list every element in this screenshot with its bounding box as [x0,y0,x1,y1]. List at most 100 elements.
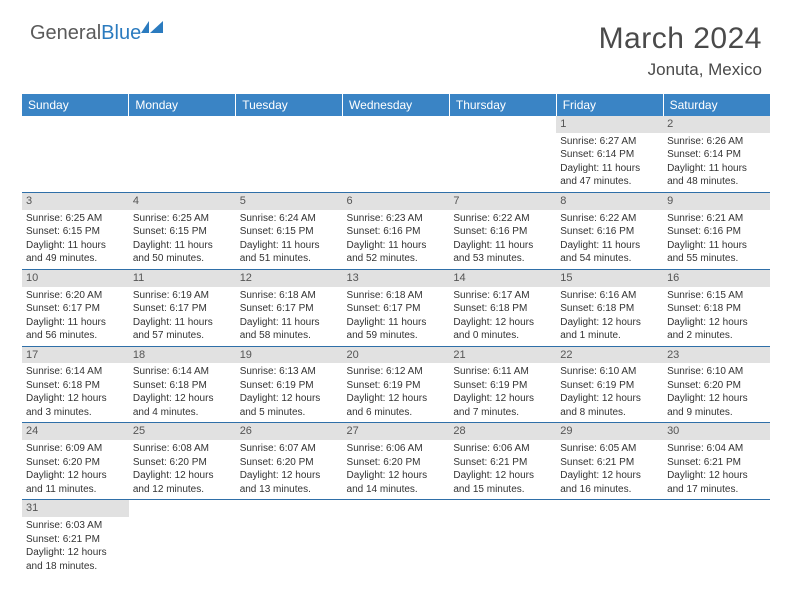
calendar-day-cell: 6Sunrise: 6:23 AMSunset: 6:16 PMDaylight… [343,192,450,269]
daylight-text: and 14 minutes. [347,483,446,497]
day-number: 21 [449,347,556,364]
day-number: 15 [556,270,663,287]
daylight-text: Daylight: 12 hours [560,392,659,406]
logo-text: GeneralBlue [30,22,141,45]
sunset-text: Sunset: 6:20 PM [347,456,446,470]
weekday-header-row: Sunday Monday Tuesday Wednesday Thursday… [22,94,770,116]
calendar-week-row: 3Sunrise: 6:25 AMSunset: 6:15 PMDaylight… [22,192,770,269]
day-number: 30 [663,423,770,440]
day-number: 12 [236,270,343,287]
daylight-text: and 11 minutes. [26,483,125,497]
sunset-text: Sunset: 6:15 PM [240,225,339,239]
calendar-week-row: 1Sunrise: 6:27 AMSunset: 6:14 PMDaylight… [22,116,770,192]
calendar-day-cell [129,116,236,192]
calendar-day-cell [343,116,450,192]
day-number: 28 [449,423,556,440]
sunrise-text: Sunrise: 6:09 AM [26,442,125,456]
sunset-text: Sunset: 6:17 PM [347,302,446,316]
calendar-day-cell: 30Sunrise: 6:04 AMSunset: 6:21 PMDayligh… [663,423,770,500]
calendar-day-cell: 28Sunrise: 6:06 AMSunset: 6:21 PMDayligh… [449,423,556,500]
sunset-text: Sunset: 6:17 PM [240,302,339,316]
daylight-text: and 7 minutes. [453,406,552,420]
sunset-text: Sunset: 6:14 PM [560,148,659,162]
logo-word1: General [30,22,101,44]
sunrise-text: Sunrise: 6:15 AM [667,289,766,303]
daylight-text: and 5 minutes. [240,406,339,420]
logo-word2: Blue [101,22,141,44]
weekday-header: Thursday [449,94,556,116]
daylight-text: Daylight: 11 hours [133,239,232,253]
title-block: March 2024 Jonuta, Mexico [599,22,762,80]
sunrise-text: Sunrise: 6:22 AM [560,212,659,226]
location: Jonuta, Mexico [599,60,762,80]
flag-icon [141,19,167,42]
sunrise-text: Sunrise: 6:27 AM [560,135,659,149]
daylight-text: Daylight: 12 hours [347,469,446,483]
weekday-header: Sunday [22,94,129,116]
daylight-text: and 48 minutes. [667,175,766,189]
daylight-text: Daylight: 12 hours [667,469,766,483]
sunset-text: Sunset: 6:21 PM [453,456,552,470]
day-number: 3 [22,193,129,210]
calendar-day-cell: 19Sunrise: 6:13 AMSunset: 6:19 PMDayligh… [236,346,343,423]
sunset-text: Sunset: 6:21 PM [667,456,766,470]
day-number: 17 [22,347,129,364]
daylight-text: and 54 minutes. [560,252,659,266]
sunrise-text: Sunrise: 6:13 AM [240,365,339,379]
calendar-day-cell: 9Sunrise: 6:21 AMSunset: 6:16 PMDaylight… [663,192,770,269]
sunset-text: Sunset: 6:18 PM [133,379,232,393]
calendar-day-cell: 21Sunrise: 6:11 AMSunset: 6:19 PMDayligh… [449,346,556,423]
daylight-text: Daylight: 12 hours [347,392,446,406]
calendar-day-cell: 24Sunrise: 6:09 AMSunset: 6:20 PMDayligh… [22,423,129,500]
sunrise-text: Sunrise: 6:05 AM [560,442,659,456]
daylight-text: and 17 minutes. [667,483,766,497]
calendar-day-cell [236,500,343,576]
calendar-day-cell: 3Sunrise: 6:25 AMSunset: 6:15 PMDaylight… [22,192,129,269]
sunset-text: Sunset: 6:21 PM [26,533,125,547]
month-title: March 2024 [599,22,762,56]
logo: GeneralBlue [30,22,167,45]
sunrise-text: Sunrise: 6:11 AM [453,365,552,379]
daylight-text: Daylight: 12 hours [560,316,659,330]
day-number: 1 [556,116,663,133]
daylight-text: Daylight: 12 hours [240,469,339,483]
daylight-text: and 2 minutes. [667,329,766,343]
weekday-header: Wednesday [343,94,450,116]
calendar-week-row: 31Sunrise: 6:03 AMSunset: 6:21 PMDayligh… [22,500,770,576]
day-number: 23 [663,347,770,364]
sunrise-text: Sunrise: 6:12 AM [347,365,446,379]
sunset-text: Sunset: 6:15 PM [133,225,232,239]
daylight-text: and 12 minutes. [133,483,232,497]
daylight-text: and 6 minutes. [347,406,446,420]
sunrise-text: Sunrise: 6:16 AM [560,289,659,303]
sunset-text: Sunset: 6:20 PM [26,456,125,470]
daylight-text: and 56 minutes. [26,329,125,343]
calendar-day-cell: 31Sunrise: 6:03 AMSunset: 6:21 PMDayligh… [22,500,129,576]
daylight-text: and 55 minutes. [667,252,766,266]
calendar-day-cell: 22Sunrise: 6:10 AMSunset: 6:19 PMDayligh… [556,346,663,423]
daylight-text: and 13 minutes. [240,483,339,497]
sunrise-text: Sunrise: 6:10 AM [560,365,659,379]
sunrise-text: Sunrise: 6:03 AM [26,519,125,533]
daylight-text: and 0 minutes. [453,329,552,343]
day-number: 20 [343,347,450,364]
calendar-table: Sunday Monday Tuesday Wednesday Thursday… [22,94,770,576]
daylight-text: Daylight: 11 hours [240,316,339,330]
daylight-text: Daylight: 12 hours [26,469,125,483]
sunset-text: Sunset: 6:20 PM [133,456,232,470]
calendar-day-cell [663,500,770,576]
daylight-text: Daylight: 11 hours [347,316,446,330]
daylight-text: and 16 minutes. [560,483,659,497]
sunset-text: Sunset: 6:21 PM [560,456,659,470]
daylight-text: Daylight: 11 hours [347,239,446,253]
calendar-day-cell: 18Sunrise: 6:14 AMSunset: 6:18 PMDayligh… [129,346,236,423]
daylight-text: and 50 minutes. [133,252,232,266]
day-number: 27 [343,423,450,440]
daylight-text: Daylight: 12 hours [560,469,659,483]
sunset-text: Sunset: 6:19 PM [347,379,446,393]
calendar-day-cell: 15Sunrise: 6:16 AMSunset: 6:18 PMDayligh… [556,269,663,346]
calendar-day-cell: 26Sunrise: 6:07 AMSunset: 6:20 PMDayligh… [236,423,343,500]
daylight-text: and 8 minutes. [560,406,659,420]
calendar-day-cell: 4Sunrise: 6:25 AMSunset: 6:15 PMDaylight… [129,192,236,269]
sunrise-text: Sunrise: 6:22 AM [453,212,552,226]
